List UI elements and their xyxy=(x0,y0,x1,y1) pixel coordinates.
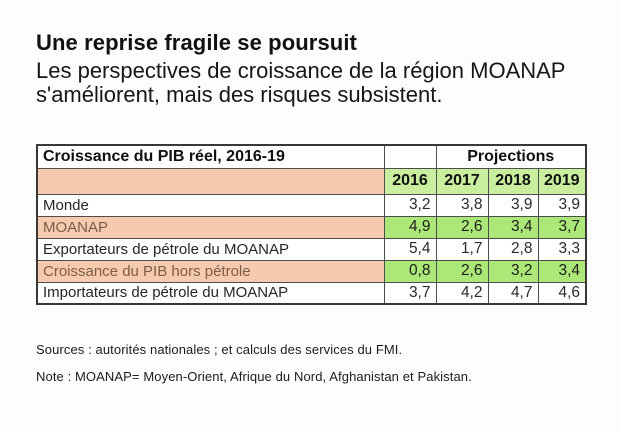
value-cell: 3,9 xyxy=(487,193,539,217)
blank-label-cell xyxy=(36,167,385,195)
row-label: Monde xyxy=(36,193,385,217)
value-cell: 2,6 xyxy=(435,259,489,283)
sources-note: Sources : autorités nationales ; et calc… xyxy=(36,342,403,357)
value-cell: 3,9 xyxy=(537,193,587,217)
value-cell: 4,7 xyxy=(487,281,539,305)
table-header-row-years: 2016 2017 2018 2019 xyxy=(36,167,587,195)
value-cell: 4,9 xyxy=(383,215,437,239)
empty-header-cell xyxy=(383,144,437,169)
year-header-2019: 2019 xyxy=(537,167,587,195)
figure-container: Une reprise fragile se poursuit Les pers… xyxy=(36,30,592,384)
value-cell: 0,8 xyxy=(383,259,437,283)
table-title-cell: Croissance du PIB réel, 2016-19 xyxy=(36,144,385,169)
value-cell: 3,8 xyxy=(435,193,489,217)
table-row-pib-hors-petrole: Croissance du PIB hors pétrole 0,8 2,6 3… xyxy=(36,259,587,283)
value-cell: 3,2 xyxy=(487,259,539,283)
row-label: Exportateurs de pétrole du MOANAP xyxy=(36,237,385,261)
year-header-2018: 2018 xyxy=(487,167,539,195)
value-cell: 5,4 xyxy=(383,237,437,261)
row-label: MOANAP xyxy=(36,215,385,239)
value-cell: 3,4 xyxy=(487,215,539,239)
table-header-row-title: Croissance du PIB réel, 2016-19 Projecti… xyxy=(36,144,587,169)
page-title: Une reprise fragile se poursuit xyxy=(36,30,357,55)
projections-header-cell: Projections xyxy=(435,144,587,169)
table-row-exportateurs: Exportateurs de pétrole du MOANAP 5,4 1,… xyxy=(36,237,587,261)
table-row-importateurs: Importateurs de pétrole du MOANAP 3,7 4,… xyxy=(36,281,587,305)
value-cell: 2,8 xyxy=(487,237,539,261)
value-cell: 4,6 xyxy=(537,281,587,305)
value-cell: 3,7 xyxy=(537,215,587,239)
gdp-growth-table: Croissance du PIB réel, 2016-19 Projecti… xyxy=(36,144,588,305)
value-cell: 2,6 xyxy=(435,215,489,239)
value-cell: 1,7 xyxy=(435,237,489,261)
year-header-2016: 2016 xyxy=(383,167,437,195)
moanap-definition-note: Note : MOANAP= Moyen-Orient, Afrique du … xyxy=(36,369,472,384)
value-cell: 3,3 xyxy=(537,237,587,261)
table-wrapper: Croissance du PIB réel, 2016-19 Projecti… xyxy=(36,144,592,305)
footnotes: Sources : autorités nationales ; et calc… xyxy=(36,342,592,384)
year-header-2017: 2017 xyxy=(435,167,489,195)
page-subtitle: Les perspectives de croissance de la rég… xyxy=(36,58,566,107)
row-label: Importateurs de pétrole du MOANAP xyxy=(36,281,385,305)
value-cell: 3,4 xyxy=(537,259,587,283)
value-cell: 3,7 xyxy=(383,281,437,305)
table-row-moanap: MOANAP 4,9 2,6 3,4 3,7 xyxy=(36,215,587,239)
value-cell: 4,2 xyxy=(435,281,489,305)
value-cell: 3,2 xyxy=(383,193,437,217)
table-row-monde: Monde 3,2 3,8 3,9 3,9 xyxy=(36,193,587,217)
row-label: Croissance du PIB hors pétrole xyxy=(36,259,385,283)
